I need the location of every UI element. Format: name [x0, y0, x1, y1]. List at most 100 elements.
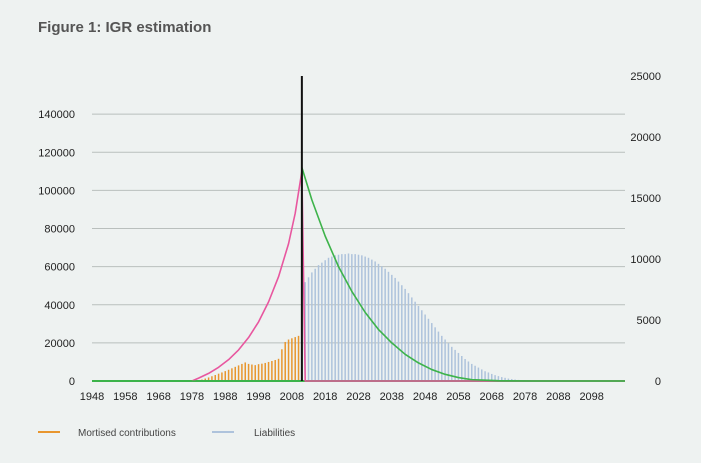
liability-bar	[424, 314, 426, 381]
x-tick-label: 1978	[180, 391, 204, 403]
y-left-tick-label: 20000	[44, 338, 75, 350]
contribution-bar	[251, 364, 253, 381]
liability-bar	[437, 331, 440, 381]
liability-bar	[357, 254, 360, 381]
contribution-bar	[241, 363, 243, 381]
liability-bar	[327, 257, 330, 381]
figure-title: Figure 1: IGR estimation	[38, 19, 212, 36]
contribution-bar	[247, 363, 250, 381]
contribution-bar	[294, 337, 296, 381]
liability-bar	[367, 257, 370, 381]
contribution-bar	[264, 362, 266, 381]
legend-contributions-label: Mortised contributions	[78, 428, 176, 439]
x-tick-label: 2098	[579, 391, 603, 403]
y-left-tick-label: 140000	[38, 109, 75, 121]
liability-bar	[464, 359, 466, 381]
x-tick-label: 1988	[213, 391, 237, 403]
liability-bar	[497, 376, 500, 381]
contribution-bar	[234, 366, 236, 381]
x-tick-label: 2088	[546, 391, 570, 403]
liability-bar	[351, 254, 353, 381]
liability-bar	[374, 261, 376, 381]
liability-bar	[317, 265, 320, 381]
contribution-bar	[257, 364, 260, 381]
contribution-bar	[261, 363, 263, 381]
y-right-tick-label: 20000	[630, 132, 661, 144]
x-tick-label: 2068	[480, 391, 504, 403]
y-left-tick-label: 80000	[44, 224, 75, 236]
liability-bar	[361, 255, 363, 381]
contribution-bar	[204, 378, 207, 381]
liability-bar	[494, 375, 496, 381]
x-tick-label: 1958	[113, 391, 137, 403]
liability-bar	[454, 349, 456, 381]
contribution-bar	[214, 375, 217, 381]
contribution-bar	[244, 362, 246, 381]
x-tick-label: 2058	[446, 391, 470, 403]
y-left-tick-label: 0	[69, 376, 75, 388]
liability-bar	[431, 323, 433, 381]
liability-bar	[471, 363, 473, 381]
liability-bar	[457, 352, 460, 381]
liability-bar	[334, 255, 336, 381]
liability-bar	[427, 318, 430, 381]
liability-bar	[391, 274, 393, 381]
contribution-bar	[277, 358, 280, 381]
liability-bar	[407, 293, 410, 381]
liability-bar	[377, 263, 380, 381]
liability-bar	[507, 378, 510, 381]
liability-bar	[467, 361, 470, 381]
liability-bar	[417, 305, 420, 381]
liability-bar	[401, 285, 403, 381]
liability-bar	[307, 277, 310, 381]
y-left-tick-label: 40000	[44, 300, 75, 312]
liability-bar	[451, 346, 453, 381]
liability-bar	[504, 377, 506, 381]
y-right-tick-label: 5000	[637, 315, 661, 327]
contribution-bar	[237, 365, 240, 381]
x-tick-label: 2078	[513, 391, 537, 403]
liability-bar	[444, 339, 446, 381]
y-right-tick-label: 15000	[630, 193, 661, 205]
liability-bar	[387, 271, 390, 381]
contribution-bar	[217, 373, 220, 381]
liability-bar	[414, 301, 416, 381]
x-tick-label: 2028	[346, 391, 370, 403]
liability-bar	[474, 365, 476, 381]
liability-bar	[421, 310, 423, 381]
legend-liabilities-label: Liabilities	[254, 428, 295, 439]
contribution-bar	[287, 339, 290, 381]
liability-bar	[394, 277, 396, 381]
contribution-bar	[284, 341, 286, 381]
x-tick-label: 2008	[280, 391, 304, 403]
pink-curve	[191, 170, 625, 382]
x-tick-label: 2048	[413, 391, 437, 403]
contribution-bar	[227, 369, 230, 381]
contribution-bar	[254, 365, 256, 381]
liability-bar	[434, 327, 436, 381]
liability-bar	[491, 373, 493, 381]
liability-bar	[331, 256, 333, 381]
y-right-tick-label: 25000	[630, 71, 661, 83]
contribution-bar	[271, 360, 273, 381]
liability-bar	[404, 288, 406, 381]
y-left-tick-label: 120000	[38, 147, 75, 159]
y-left-tick-label: 60000	[44, 262, 75, 274]
liability-bar	[344, 254, 346, 381]
contribution-bar	[224, 371, 226, 381]
liability-bar	[397, 281, 400, 381]
liability-bar	[441, 335, 443, 381]
liability-bar	[384, 268, 386, 381]
liability-bar	[500, 377, 503, 381]
liability-bar	[354, 254, 356, 381]
contribution-bar	[267, 361, 270, 381]
x-tick-label: 1998	[246, 391, 270, 403]
liability-bar	[411, 297, 413, 381]
liability-bar	[461, 355, 463, 381]
y-right-tick-label: 10000	[630, 254, 661, 266]
contribution-bar	[281, 349, 283, 381]
x-tick-label: 1968	[146, 391, 170, 403]
contribution-bar	[274, 360, 276, 381]
